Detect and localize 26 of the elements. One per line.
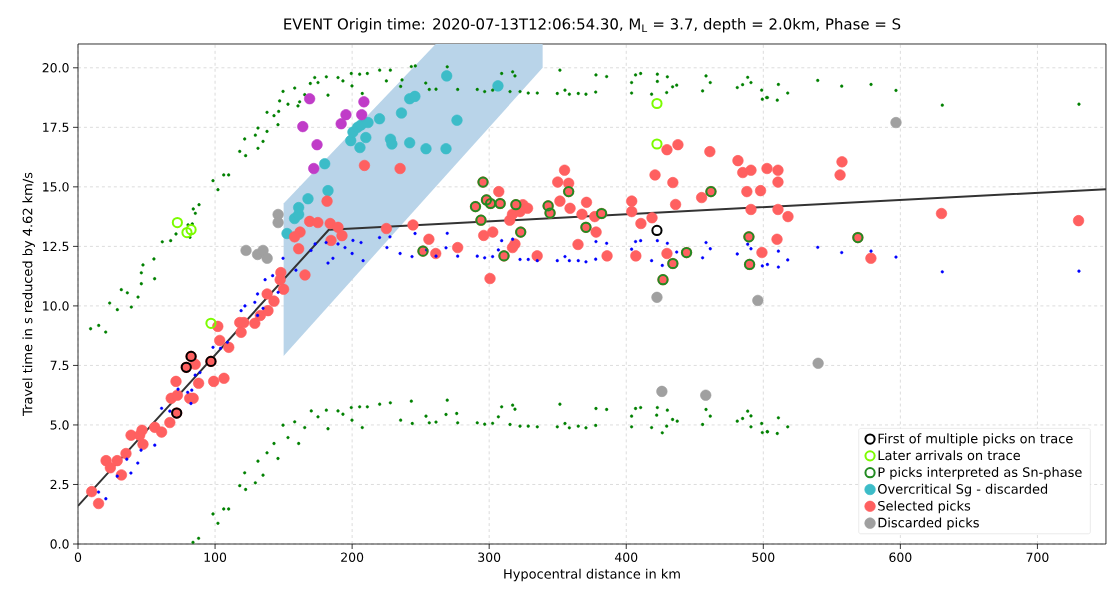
y-tick-label: 15.0: [43, 182, 69, 192]
x-tick-label: 500: [752, 552, 775, 562]
legend-label: First of multiple picks on trace: [878, 433, 1073, 446]
legend-label: P picks interpreted as Sn-phase: [878, 467, 1082, 480]
x-tick-label: 300: [478, 552, 501, 562]
legend-label: Discarded picks: [878, 517, 979, 530]
y-tick-label: 2.5: [50, 479, 69, 490]
x-axis-title: Hypocentral distance in km: [504, 568, 680, 582]
legend-label: Selected picks: [878, 500, 971, 514]
y-axis-title: Travel time in s reduced by 4.62 km/s: [22, 172, 35, 416]
x-tick-label: 600: [889, 552, 912, 562]
x-tick-label: 700: [1026, 552, 1049, 562]
x-tick-label: 200: [341, 552, 364, 562]
y-tick-label: 7.5: [50, 360, 69, 371]
chart-title: EVENT Origin time: 2020-07-13T12:06:54.30, M$_{L}$ = 3.7, depth = 2.0km, Phase = S: [284, 18, 901, 33]
x-tick-label: 100: [204, 552, 227, 562]
x-tick-label: 0: [74, 552, 82, 562]
legend-label: Later arrivals on trace: [878, 450, 1020, 461]
y-tick-label: 0.0: [50, 539, 69, 549]
y-tick-label: 17.5: [43, 122, 69, 132]
y-tick-label: 12.5: [43, 241, 69, 252]
y-tick-label: 5.0: [50, 420, 69, 430]
y-tick-label: 20.0: [42, 63, 69, 73]
y-tick-label: 10.0: [43, 301, 69, 311]
legend-label: Overcritical Sg - discarded: [878, 483, 1048, 497]
x-tick-label: 400: [614, 552, 638, 562]
